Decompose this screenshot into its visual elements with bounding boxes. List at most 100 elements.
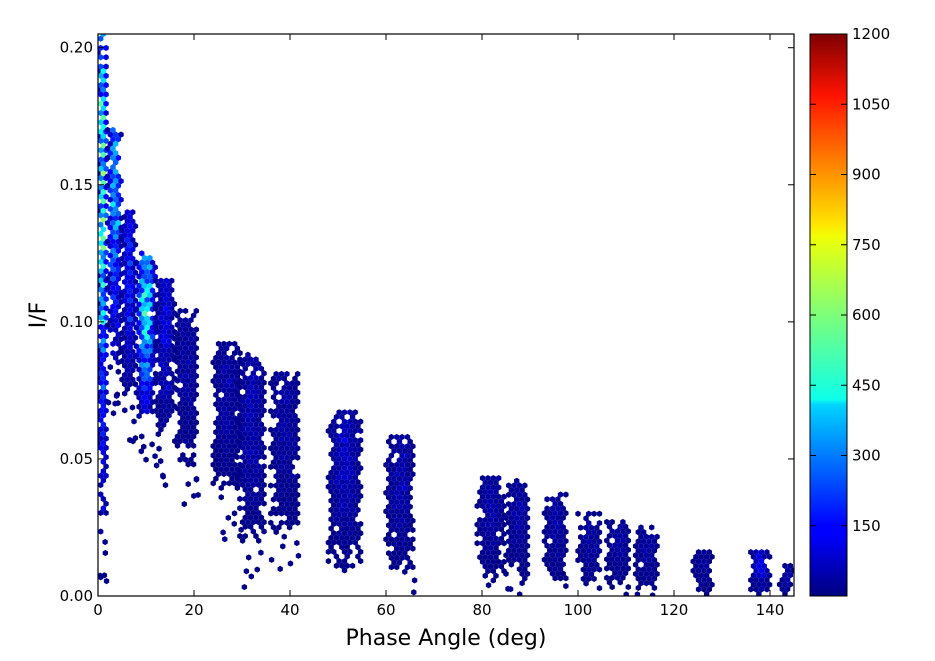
hexbin-cell <box>276 487 282 494</box>
hexbin-cell <box>245 554 252 561</box>
hexbin-cell <box>281 505 287 512</box>
hexbin-cell <box>171 300 178 308</box>
hexbin-cell <box>223 438 230 445</box>
hexbin-cell <box>253 374 259 382</box>
hexbin-cell <box>147 347 153 355</box>
hexbin-cell <box>388 480 395 487</box>
hexbin-cell <box>748 586 754 593</box>
hexbin-cell <box>215 359 222 366</box>
hexbin-cell <box>580 547 587 555</box>
hexbin-cell <box>177 400 183 407</box>
hexbin-cell <box>242 365 248 372</box>
hexbin-cell <box>152 379 159 387</box>
hexbin-cell <box>261 407 267 414</box>
hexbin-cell <box>100 77 107 84</box>
hexbin-cell <box>410 471 416 478</box>
hexbin-cell <box>245 351 251 358</box>
hexbin-cell <box>555 514 561 521</box>
hexbin-cell <box>339 497 345 504</box>
hexbin-cell <box>286 468 293 475</box>
hexbin-cell <box>215 349 222 357</box>
hexbin-cell <box>141 394 148 401</box>
hexbin-cell <box>333 423 340 430</box>
hexbin-cell <box>477 498 483 505</box>
hexbin-cell <box>253 495 259 502</box>
hexbin-cell <box>511 491 517 498</box>
hexbin-cell <box>215 470 222 478</box>
hexbin-cell <box>110 164 116 171</box>
hexbin-cell <box>242 467 248 475</box>
hexbin-cell <box>250 379 256 386</box>
hexbin-cell <box>229 401 235 408</box>
hexbin-cell <box>247 393 254 400</box>
hexbin-cell <box>394 480 400 487</box>
hexbin-cell <box>107 280 113 287</box>
hexbin-cell <box>328 525 334 532</box>
hexbin-cell <box>549 542 556 549</box>
hexbin-cell <box>490 521 496 528</box>
hexbin-cell <box>130 237 136 244</box>
hexbin-cell <box>292 384 298 391</box>
hexbin-cell <box>98 72 104 79</box>
hexbin-cell <box>776 581 783 588</box>
hexbin-cell <box>122 343 128 351</box>
hexbin-cell <box>100 254 107 261</box>
hexbin-cell <box>614 546 621 553</box>
hexbin-cell <box>107 215 113 222</box>
hexbin-cell <box>223 410 230 417</box>
hexbin-cell <box>169 370 175 377</box>
hexbin-cell <box>124 357 131 365</box>
hexbin-cell <box>127 297 133 304</box>
hexbin-cell <box>341 567 348 574</box>
hexbin-cell <box>107 178 113 185</box>
hexbin-cell <box>188 400 194 407</box>
hexbin-cell <box>646 556 652 564</box>
hexbin-cell <box>594 561 600 569</box>
hexbin-cell <box>541 528 548 535</box>
hexbin-cell <box>122 297 128 304</box>
hexbin-cell <box>115 247 122 254</box>
hexbin-cell <box>622 532 629 540</box>
hexbin-cell <box>278 389 285 396</box>
hexbin-cell <box>110 210 116 217</box>
hexbin-cell <box>555 561 561 568</box>
hexbin-cell <box>215 424 222 431</box>
hexbin-cell <box>245 388 251 396</box>
hexbin-cell <box>98 286 104 293</box>
hexbin-cell <box>635 529 641 536</box>
hexbin-cell <box>555 524 561 531</box>
hexbin-cell <box>394 461 400 468</box>
hexbin-cell <box>107 168 113 175</box>
hexbin-cell <box>586 566 592 573</box>
hexbin-cell <box>294 389 301 396</box>
hexbin-cell <box>383 536 389 543</box>
hexbin-cell <box>180 368 186 375</box>
hexbin-cell <box>339 432 345 439</box>
hexbin-cell <box>231 359 238 366</box>
hexbin-cell <box>341 530 348 537</box>
hexbin-cell <box>402 457 408 464</box>
hexbin-cell <box>242 505 248 512</box>
hexbin-cell <box>136 394 142 401</box>
hexbin-cell <box>182 354 189 361</box>
hexbin-cell <box>410 517 416 524</box>
hexbin-cell <box>591 575 597 582</box>
hexbin-cell <box>507 586 514 593</box>
hexbin-cell <box>255 537 262 544</box>
hexbin-cell <box>102 538 108 546</box>
hexbin-cell <box>761 581 767 588</box>
hexbin-cell <box>100 198 107 205</box>
hexbin-cell <box>588 533 595 541</box>
hexbin-cell <box>115 219 122 227</box>
hexbin-cell <box>333 506 340 514</box>
hexbin-cell <box>122 232 128 239</box>
hexbin-cell <box>190 368 197 375</box>
hexbin-cell <box>501 530 507 538</box>
hexbin-cell <box>549 496 556 503</box>
hexbin-cell <box>258 402 265 409</box>
hexbin-cell <box>225 514 231 521</box>
hexbin-cell <box>255 491 262 498</box>
hexbin-cell <box>399 480 405 487</box>
hexbin-cell <box>98 128 104 135</box>
hexbin-cell <box>396 559 403 566</box>
